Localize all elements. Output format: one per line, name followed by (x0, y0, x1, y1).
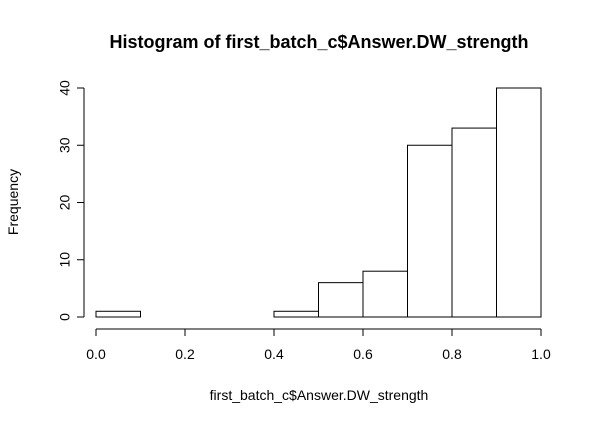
y-tick-label-2: 20 (57, 195, 73, 211)
x-tick-label-2: 0.4 (264, 346, 284, 362)
histogram-bar-5 (318, 282, 364, 318)
x-tick-label-1: 0.2 (175, 346, 195, 362)
y-tick-label-0: 0 (57, 313, 73, 321)
y-tick-label-4: 40 (57, 80, 73, 96)
histogram-bar-8 (451, 127, 497, 318)
y-tick-label-3: 30 (57, 137, 73, 153)
y-axis: 0 10 20 30 40 (57, 80, 85, 321)
x-tick-label-3: 0.6 (353, 346, 373, 362)
bars-layer (95, 87, 542, 318)
x-tick-label-0: 0.0 (86, 346, 106, 362)
histogram-bar-0 (95, 310, 141, 318)
chart-title: Histogram of first_batch_c$Answer.DW_str… (109, 32, 528, 52)
x-tick-label-4: 0.8 (442, 346, 462, 362)
histogram-bar-6 (362, 270, 408, 318)
y-axis-label: Frequency (5, 169, 21, 235)
histogram-bar-9 (496, 87, 542, 318)
x-tick-label-5: 1.0 (531, 346, 551, 362)
x-axis: 0.0 0.2 0.4 0.6 0.8 1.0 (86, 328, 551, 362)
x-axis-label: first_batch_c$Answer.DW_strength (210, 387, 429, 403)
histogram-bar-7 (407, 144, 453, 318)
histogram-bar-4 (273, 310, 319, 318)
y-tick-label-1: 10 (57, 252, 73, 268)
